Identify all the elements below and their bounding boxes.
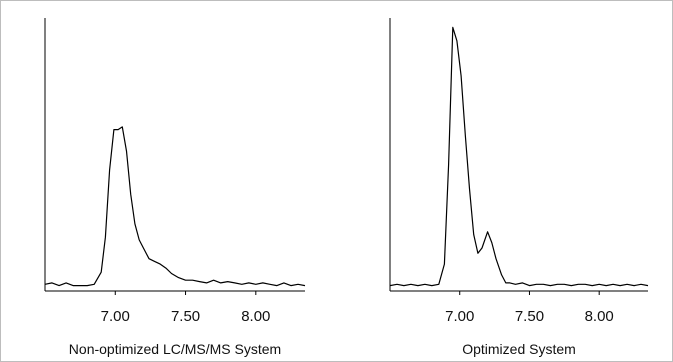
- x-tick-label: 7.00: [445, 308, 474, 325]
- chart-panel-non-optimized: 7.00 7.50 8.00 Non-optimized LC/MS/MS Syst…: [44, 18, 306, 357]
- x-tick-label: 7.50: [515, 308, 544, 325]
- x-tick-label: 8.00: [585, 308, 614, 325]
- chromatogram-line: [44, 126, 306, 287]
- chart-panel-optimized: 7.00 7.50 8.00 Optimized System: [389, 18, 649, 357]
- x-tick-label: 7.00: [101, 308, 130, 325]
- chart-caption: Optimized System: [462, 341, 576, 357]
- x-axis-ticks: 7.00 7.50 8.00: [445, 291, 614, 325]
- chromatogram-line: [389, 26, 649, 287]
- x-tick-label: 8.00: [241, 308, 270, 325]
- x-tick-label: 7.50: [171, 308, 200, 325]
- x-axis-ticks: 7.00 7.50 8.00: [101, 291, 270, 325]
- chart-caption: Non-optimized LC/MS/MS System: [69, 341, 281, 357]
